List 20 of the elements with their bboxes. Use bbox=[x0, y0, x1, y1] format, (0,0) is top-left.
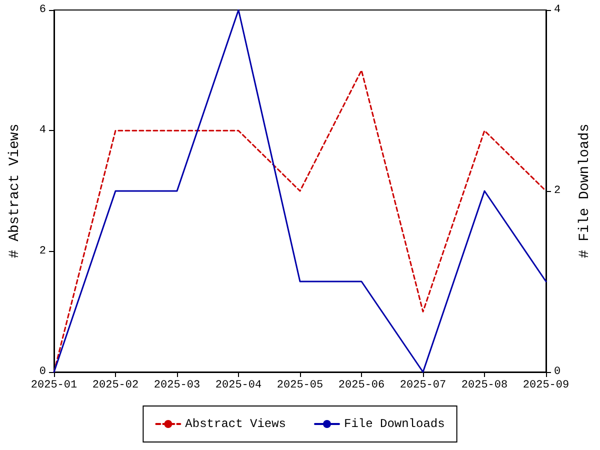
x-tick-label: 2025-05 bbox=[276, 380, 324, 392]
x-tick-label: 2025-09 bbox=[522, 380, 570, 392]
x-tick-label: 2025-06 bbox=[338, 380, 385, 392]
x-tick-label: 2025-02 bbox=[92, 380, 139, 392]
y2-tick-label: 4 bbox=[554, 4, 561, 16]
x-tick-label: 2025-01 bbox=[30, 380, 78, 392]
legend-label: Abstract Views bbox=[185, 417, 286, 431]
y-tick-label: 4 bbox=[39, 124, 46, 137]
y2-tick-label: 2 bbox=[554, 185, 561, 197]
y2-tick-label: 0 bbox=[554, 366, 561, 378]
legend-label: File Downloads bbox=[344, 417, 445, 431]
y-axis-title: # Abstract Views bbox=[7, 124, 23, 258]
x-tick-label: 2025-08 bbox=[461, 380, 508, 392]
x-tick-label: 2025-04 bbox=[215, 380, 262, 392]
y-tick-label: 6 bbox=[39, 4, 46, 16]
x-tick-label: 2025-03 bbox=[154, 380, 200, 392]
y-tick-label: 0 bbox=[39, 366, 46, 378]
x-tick-label: 2025-07 bbox=[400, 380, 446, 392]
y2-axis-title: # File Downloads bbox=[577, 124, 593, 258]
y-tick-label: 2 bbox=[39, 245, 46, 258]
